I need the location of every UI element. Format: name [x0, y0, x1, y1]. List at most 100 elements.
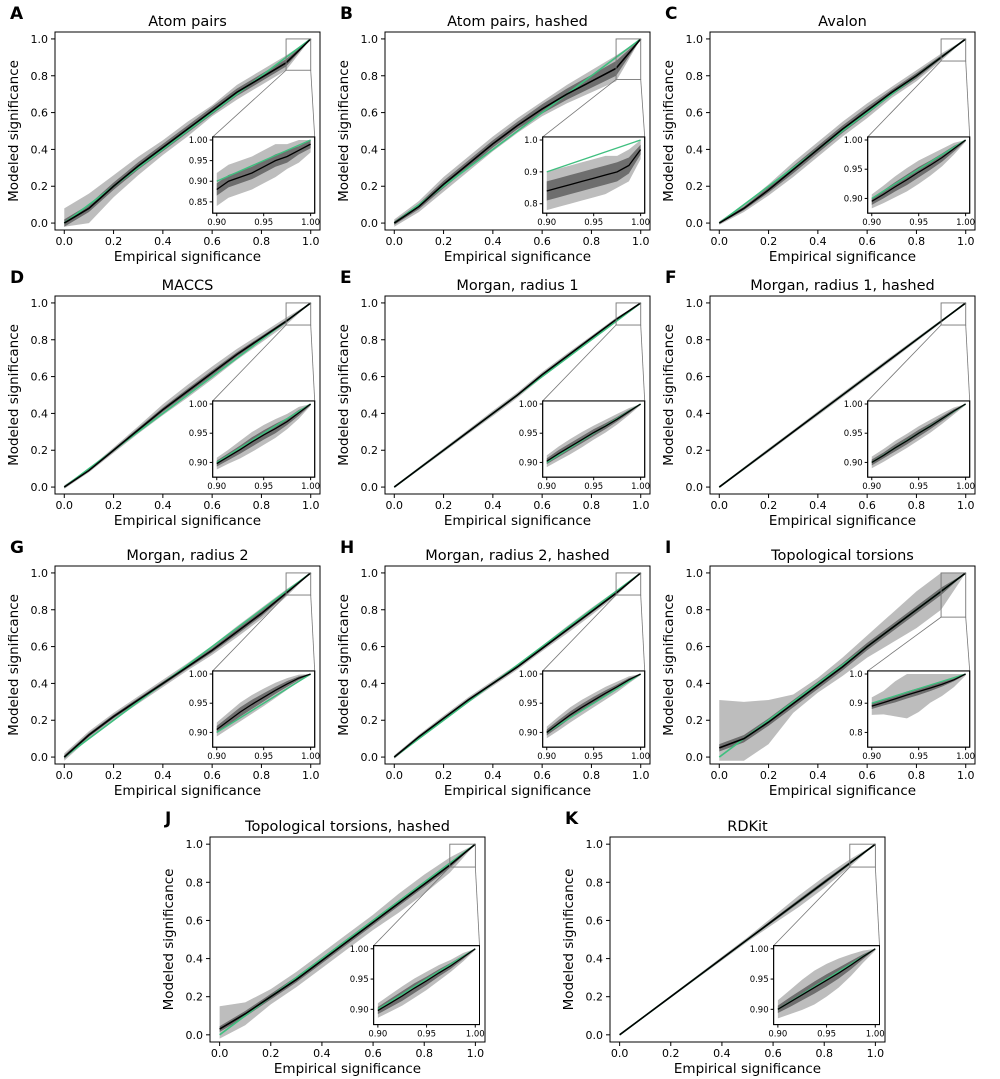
inset-x-tick-label: 1.00	[956, 482, 975, 492]
zoom-connector	[212, 594, 287, 672]
zoom-region	[940, 38, 967, 62]
x-tick-label: 0.6	[764, 1047, 782, 1060]
zoom-connector	[640, 595, 646, 671]
y-tick-label: 0.2	[186, 991, 204, 1004]
x-tick-label: 0.0	[56, 769, 74, 782]
x-tick-label: 0.8	[253, 499, 271, 512]
inset-model-line	[546, 403, 641, 462]
inset-plot: 0.90 0.95 1.00 0.85 0.90 0.95 1.00	[189, 136, 320, 228]
x-tick-label: 0.6	[203, 235, 221, 248]
panel-title: Atom pairs, hashed	[447, 14, 588, 30]
inset-x-tick-label: 0.95	[254, 482, 273, 492]
zoom-connector	[640, 325, 646, 401]
panel-title: Morgan, radius 1, hashed	[750, 278, 934, 294]
inset-model-line	[377, 948, 476, 1012]
inset-model-line	[216, 143, 311, 191]
inset-plot: 0.90 0.95 1.00 0.90 0.95 1.00	[844, 400, 975, 492]
inset-x-tick-label: 0.90	[768, 1030, 787, 1040]
y-tick-label: 0.6	[361, 107, 379, 120]
model-line	[393, 572, 642, 758]
inset-x-tick-label: 0.95	[254, 218, 273, 228]
inset-y-tick-label: 0.95	[519, 429, 538, 439]
inset-y-tick-label: 0.95	[189, 699, 208, 709]
panel-letter: F	[665, 268, 677, 288]
y-tick-label: 0.6	[361, 641, 379, 654]
x-tick-label: 1.0	[632, 769, 650, 782]
inset-y-tick-label: 0.90	[844, 458, 863, 468]
panel-letter: C	[665, 4, 677, 24]
axes-frame	[54, 565, 321, 765]
y-tick-label: 0.6	[31, 641, 49, 654]
x-tick-label: 0.4	[484, 769, 502, 782]
inset-x-tick-label: 0.90	[537, 218, 556, 228]
y-tick-label: 1.0	[686, 33, 704, 46]
inset-y-tick-label: 0.9	[849, 699, 863, 709]
inset-plot: 0.90 0.95 1.00 0.90 0.95 1.00	[189, 670, 320, 762]
x-tick-label: 0.2	[435, 235, 453, 248]
inset-y-tick-label: 0.85	[189, 198, 208, 208]
y-tick-label: 0.6	[686, 641, 704, 654]
y-tick-label: 0.8	[186, 876, 204, 889]
x-axis-label: Empirical significance	[769, 249, 916, 265]
inset-y-tick-label: 0.90	[189, 458, 208, 468]
inset-y-tick-label: 0.95	[844, 165, 863, 175]
x-tick-label: 1.0	[867, 1047, 885, 1060]
inset-x-tick-label: 1.00	[866, 1030, 885, 1040]
inset-y-tick-label: 0.90	[519, 458, 538, 468]
x-tick-label: 0.2	[662, 1047, 680, 1060]
panel-letter: A	[10, 4, 24, 24]
panel-k: K RDKit 0.0 0.2 0.4 0.6 0.8 1.0 0.0 0.2 0.4 0.6 0.8 1…	[561, 809, 886, 1077]
zoom-connector	[310, 70, 316, 137]
x-tick-label: 0.0	[211, 1047, 229, 1060]
zoom-connector	[212, 69, 287, 138]
y-tick-label: 0.2	[31, 714, 49, 727]
x-tick-label: 0.4	[484, 235, 502, 248]
x-tick-label: 0.8	[415, 1047, 433, 1060]
inset-x-tick-label: 0.95	[417, 1030, 436, 1040]
x-tick-label: 0.4	[154, 235, 172, 248]
inset-model-line	[777, 948, 876, 1010]
y-tick-label: 0.4	[31, 677, 49, 690]
x-tick-label: 0.6	[858, 499, 876, 512]
y-tick-label: 0.2	[31, 444, 49, 457]
axes-frame	[384, 565, 651, 765]
panel-title: RDKit	[727, 819, 768, 835]
y-tick-label: 0.8	[686, 70, 704, 83]
inset-x-tick-label: 0.90	[862, 218, 881, 228]
zoom-connector	[867, 324, 942, 402]
inset-x-tick-label: 1.00	[631, 752, 650, 762]
inset-x-tick-label: 1.00	[466, 1030, 485, 1040]
inset-x-tick-label: 0.95	[909, 752, 928, 762]
inset-reference-line	[871, 673, 966, 704]
axes-frame	[384, 31, 651, 231]
zoom-region	[615, 572, 642, 596]
inset-y-tick-label: 0.90	[750, 1005, 769, 1015]
x-tick-label: 0.2	[435, 769, 453, 782]
y-tick-label: 0.4	[586, 953, 604, 966]
inset-frame	[212, 670, 316, 748]
inset-y-tick-label: 0.95	[519, 699, 538, 709]
y-tick-label: 0.6	[361, 371, 379, 384]
inset-plot: 0.90 0.95 1.00 0.90 0.95 1.00	[519, 400, 650, 492]
y-tick-label: 0.8	[686, 604, 704, 617]
axes-frame	[209, 836, 486, 1043]
y-tick-label: 0.8	[361, 604, 379, 617]
x-axis-label: Empirical significance	[444, 249, 591, 265]
x-tick-label: 0.0	[386, 499, 404, 512]
zoom-region	[940, 572, 967, 618]
y-tick-label: 0.8	[686, 334, 704, 347]
panel-title: Morgan, radius 2, hashed	[425, 548, 609, 564]
x-axis-label: Empirical significance	[769, 513, 916, 529]
y-tick-label: 0.0	[361, 481, 379, 494]
y-axis-label: Modeled significance	[661, 594, 677, 736]
x-axis-label: Empirical significance	[769, 783, 916, 799]
y-tick-label: 0.4	[361, 677, 379, 690]
y-tick-label: 0.0	[186, 1029, 204, 1042]
inset-x-tick-label: 1.00	[301, 752, 320, 762]
inset-x-tick-label: 1.00	[301, 218, 320, 228]
y-tick-label: 0.4	[686, 677, 704, 690]
x-tick-label: 0.2	[105, 235, 123, 248]
panel-a: A Atom pairs 0.0 0.2 0.4 0.6 0.8 1.0 0.0 0.2 0.4 0.…	[6, 4, 321, 265]
zoom-connector	[212, 324, 287, 402]
